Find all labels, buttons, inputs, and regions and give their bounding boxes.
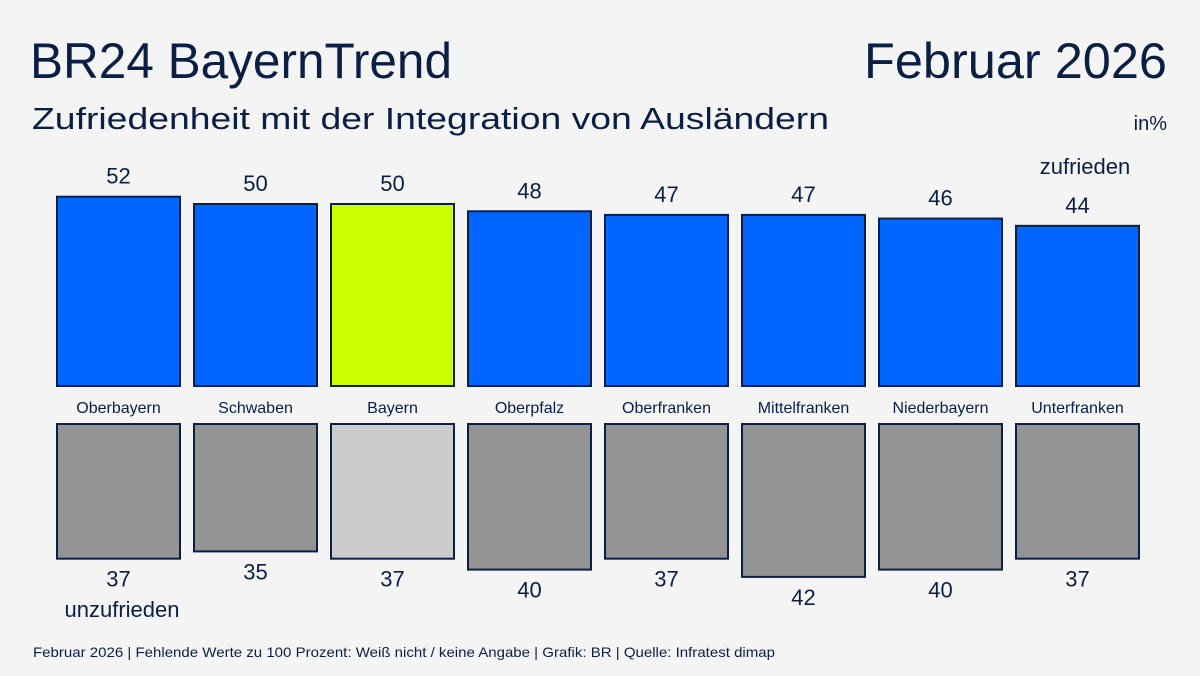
value-label-zufrieden: 50 xyxy=(380,171,404,196)
value-label-zufrieden: 50 xyxy=(243,171,267,196)
value-label-unzufrieden: 35 xyxy=(243,559,267,584)
bar-zufrieden-oberbayern xyxy=(56,195,181,387)
value-label-zufrieden: 52 xyxy=(106,164,130,189)
value-label-zufrieden: 47 xyxy=(791,182,815,207)
bar-unzufrieden-oberfranken xyxy=(604,423,729,560)
value-label-zufrieden: 44 xyxy=(1065,193,1089,218)
bar-zufrieden-mittelfranken xyxy=(741,213,866,387)
bar-unzufrieden-schwaben xyxy=(193,423,318,553)
unit-label: in% xyxy=(1134,113,1168,135)
value-label-zufrieden: 46 xyxy=(928,186,952,211)
bar-unzufrieden-bayern xyxy=(330,423,455,560)
series-label-unzufrieden: unzufrieden xyxy=(65,597,180,622)
category-label: Oberpfalz xyxy=(495,400,564,417)
value-label-unzufrieden: 40 xyxy=(928,578,952,603)
bar-unzufrieden-oberpfalz xyxy=(467,423,592,571)
category-label: Schwaben xyxy=(218,400,293,417)
value-label-unzufrieden: 37 xyxy=(654,567,678,592)
date: Februar 2026 xyxy=(864,33,1167,89)
value-label-zufrieden: 48 xyxy=(517,178,541,203)
bar-zufrieden-oberfranken xyxy=(604,213,729,387)
bar-unzufrieden-unterfranken xyxy=(1015,423,1140,560)
value-label-unzufrieden: 37 xyxy=(380,567,404,592)
value-label-unzufrieden: 42 xyxy=(791,585,815,610)
value-label-unzufrieden: 37 xyxy=(106,567,130,592)
bar-zufrieden-unterfranken xyxy=(1015,224,1140,387)
category-label: Oberbayern xyxy=(76,400,161,417)
bar-zufrieden-bayern xyxy=(330,203,455,387)
footer-source: Februar 2026 | Fehlende Werte zu 100 Pro… xyxy=(33,644,775,660)
bar-unzufrieden-mittelfranken xyxy=(741,423,866,578)
category-label: Unterfranken xyxy=(1031,400,1124,417)
bar-unzufrieden-oberbayern xyxy=(56,423,181,560)
value-label-unzufrieden: 37 xyxy=(1065,567,1089,592)
bars: 52 Oberbayern 37 50 Schwaben 35 50 Bayern 37 48 Ob… xyxy=(56,164,1140,610)
value-label-zufrieden: 47 xyxy=(654,182,678,207)
bar-zufrieden-niederbayern xyxy=(878,217,1003,387)
category-label: Bayern xyxy=(367,400,418,417)
bar-zufrieden-oberpfalz xyxy=(467,210,592,387)
category-label: Niederbayern xyxy=(892,400,988,417)
series-label-zufrieden: zufrieden xyxy=(1040,154,1131,179)
value-label-unzufrieden: 40 xyxy=(517,578,541,603)
category-label: Mittelfranken xyxy=(758,400,850,417)
bar-zufrieden-schwaben xyxy=(193,203,318,387)
bar-unzufrieden-niederbayern xyxy=(878,423,1003,571)
title: BR24 BayernTrend xyxy=(30,33,452,89)
subtitle: Zufriedenheit mit der Integration von Au… xyxy=(32,101,829,136)
category-label: Oberfranken xyxy=(622,400,711,417)
